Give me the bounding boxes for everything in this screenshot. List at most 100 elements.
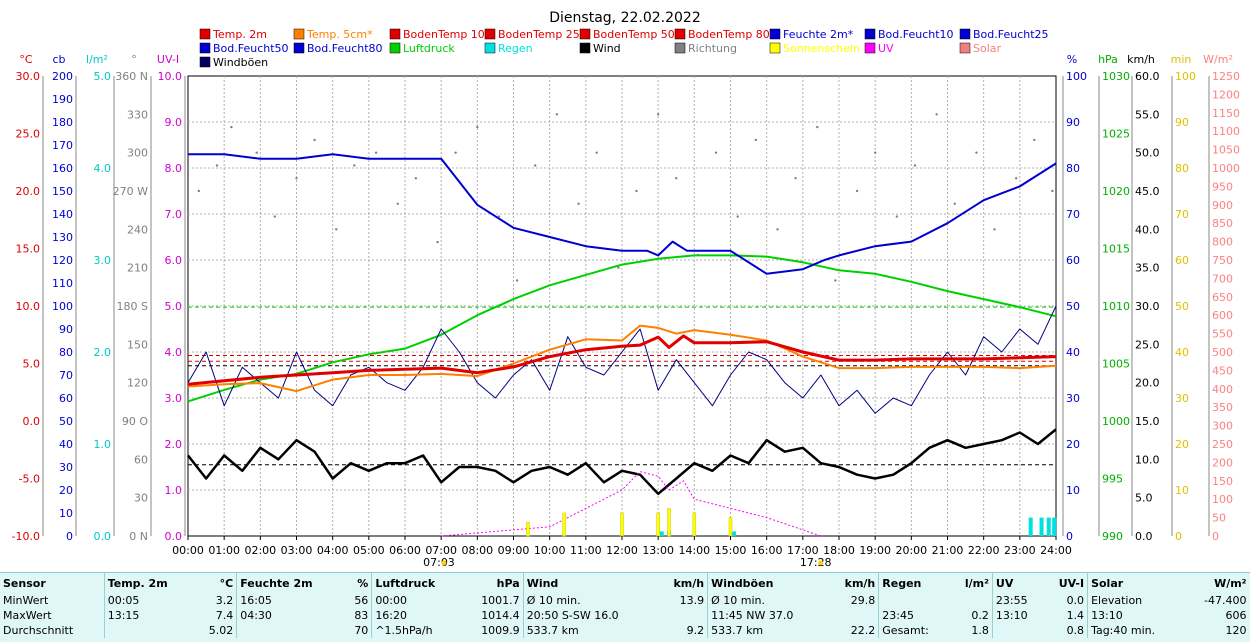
axis-tick-label: 450 bbox=[1212, 364, 1233, 377]
rain-bar bbox=[732, 531, 737, 536]
direction-point bbox=[617, 266, 620, 269]
axis-tick-label: 30.0 bbox=[1135, 300, 1160, 313]
axis-tick-label: 30 bbox=[134, 492, 148, 505]
sunshine-bar bbox=[526, 521, 530, 537]
x-tick-label: 12:00 bbox=[606, 544, 638, 557]
axis-tick-label: 10 bbox=[59, 507, 73, 520]
axis-tick-label: 0 bbox=[1212, 530, 1219, 543]
axis-tick-label: 2.0 bbox=[165, 438, 183, 451]
axis-tick-label: 100 bbox=[1212, 493, 1233, 506]
x-tick-label: 23:00 bbox=[1004, 544, 1036, 557]
direction-point bbox=[794, 177, 797, 180]
legend-label: Sonnenschein bbox=[783, 42, 860, 55]
axis-tick-label: 1000 bbox=[1102, 415, 1130, 428]
stats-cell: 5.02 bbox=[194, 623, 238, 638]
axis-unit-label: hPa bbox=[1098, 53, 1118, 66]
axis-tick-label: 200 bbox=[52, 70, 73, 83]
series-layer bbox=[187, 113, 1057, 537]
stats-cell: km/h bbox=[657, 573, 709, 593]
x-tick-label: 19:00 bbox=[859, 544, 891, 557]
axis-tick-label: 10 bbox=[1066, 484, 1080, 497]
axis-tick-label: 70 bbox=[1175, 208, 1189, 221]
legend-swatch bbox=[579, 28, 591, 40]
axis-tick-label: 300 bbox=[127, 147, 148, 160]
stats-cell: 1.4 bbox=[1044, 608, 1089, 623]
axis-tick-label: 120 bbox=[127, 377, 148, 390]
stats-cell: 70 bbox=[343, 623, 373, 638]
x-tick-label: 20:00 bbox=[895, 544, 927, 557]
stats-cell: UV bbox=[995, 576, 1014, 590]
axis-tick-label: 10.0 bbox=[158, 70, 183, 83]
legend-swatch bbox=[769, 42, 781, 54]
axis-tick-label: 110 bbox=[52, 277, 73, 290]
stats-cell: 13:15 bbox=[107, 609, 140, 622]
direction-point bbox=[414, 177, 418, 180]
direction-point bbox=[1015, 177, 1018, 180]
legend-label: Solar bbox=[973, 42, 1002, 55]
series-uv bbox=[441, 471, 822, 537]
x-tick-label: 04:00 bbox=[317, 544, 349, 557]
legend-label: Temp. 2m bbox=[212, 28, 267, 41]
stats-cell: 83 bbox=[343, 608, 373, 623]
axis-tick-label: 270 W bbox=[113, 185, 148, 198]
axis-tick-label: 750 bbox=[1212, 254, 1233, 267]
axis-tick-label: 995 bbox=[1102, 473, 1123, 486]
direction-point bbox=[313, 138, 316, 142]
stats-cell: 1001.7 bbox=[462, 593, 524, 608]
stats-cell bbox=[657, 608, 709, 623]
stats-cell: Wind bbox=[526, 576, 559, 590]
legend-swatch bbox=[484, 42, 496, 54]
legend-swatch bbox=[674, 42, 686, 54]
series-luftdruck bbox=[187, 254, 1057, 403]
direction-point bbox=[1051, 189, 1054, 193]
direction-point bbox=[374, 151, 378, 154]
stats-cell: 0.8 bbox=[1044, 623, 1089, 638]
x-tick-label: 13:00 bbox=[642, 544, 674, 557]
sunrise-label: 07:03 bbox=[423, 556, 455, 569]
legend: Temp. 2m Temp. 5cm* BodenTemp 10 BodenTemp … bbox=[199, 28, 1049, 69]
stats-cell: 13:10 bbox=[995, 609, 1028, 622]
stats-cell: 11:45 NW 37.0 bbox=[711, 609, 794, 622]
axis-tick-label: 20.0 bbox=[1135, 377, 1160, 390]
direction-point bbox=[714, 151, 718, 154]
axis-tick-label: 160 bbox=[52, 162, 73, 175]
x-tick-label: 10:00 bbox=[534, 544, 566, 557]
axis-tick-label: 0.0 bbox=[165, 530, 183, 543]
legend-swatch bbox=[199, 56, 211, 68]
axis-tick-label: 130 bbox=[52, 231, 73, 244]
direction-point bbox=[696, 253, 700, 257]
stats-cell: % bbox=[343, 573, 373, 593]
axis-tick-label: 90 bbox=[59, 323, 73, 336]
legend-label: BodenTemp 25 bbox=[498, 28, 580, 41]
stats-cell: Ø 10 min. bbox=[711, 594, 765, 607]
stats-cell: °C bbox=[194, 573, 238, 593]
stats-cell: l/m² bbox=[950, 573, 993, 593]
x-tick-label: 16:00 bbox=[751, 544, 783, 557]
stats-cell: Tag:40 min. bbox=[1091, 624, 1156, 637]
axis-tick-label: 90 bbox=[1066, 116, 1080, 129]
x-tick-label: 21:00 bbox=[932, 544, 964, 557]
stats-cell: 1014.4 bbox=[462, 608, 524, 623]
legend-label: Temp. 5cm* bbox=[306, 28, 373, 41]
series-feuchte-2m bbox=[188, 153, 1057, 275]
stats-cell: MinWert bbox=[0, 593, 105, 608]
x-tick-label: 02:00 bbox=[244, 544, 276, 557]
stats-cell: UV-I bbox=[1044, 573, 1089, 593]
direction-point bbox=[736, 215, 739, 218]
direction-point bbox=[953, 202, 956, 205]
axis-tick-label: 650 bbox=[1212, 291, 1233, 304]
axis-tick-label: 6.0 bbox=[165, 254, 183, 267]
direction-point bbox=[335, 228, 338, 231]
legend-swatch bbox=[389, 28, 401, 40]
direction-point bbox=[353, 164, 356, 167]
direction-point bbox=[776, 228, 779, 231]
axis-tick-label: 30 bbox=[1066, 392, 1080, 405]
axis-tick-label: 100 bbox=[1175, 70, 1196, 83]
axis-tick-label: 30.0 bbox=[16, 70, 41, 83]
axis-tick-label: 60.0 bbox=[1135, 70, 1160, 83]
axis-tick-label: 0 bbox=[1175, 530, 1182, 543]
axis-tick-label: 70 bbox=[1066, 208, 1080, 221]
stats-cell: km/h bbox=[828, 573, 880, 593]
direction-point bbox=[230, 125, 233, 129]
direction-point bbox=[993, 228, 996, 231]
